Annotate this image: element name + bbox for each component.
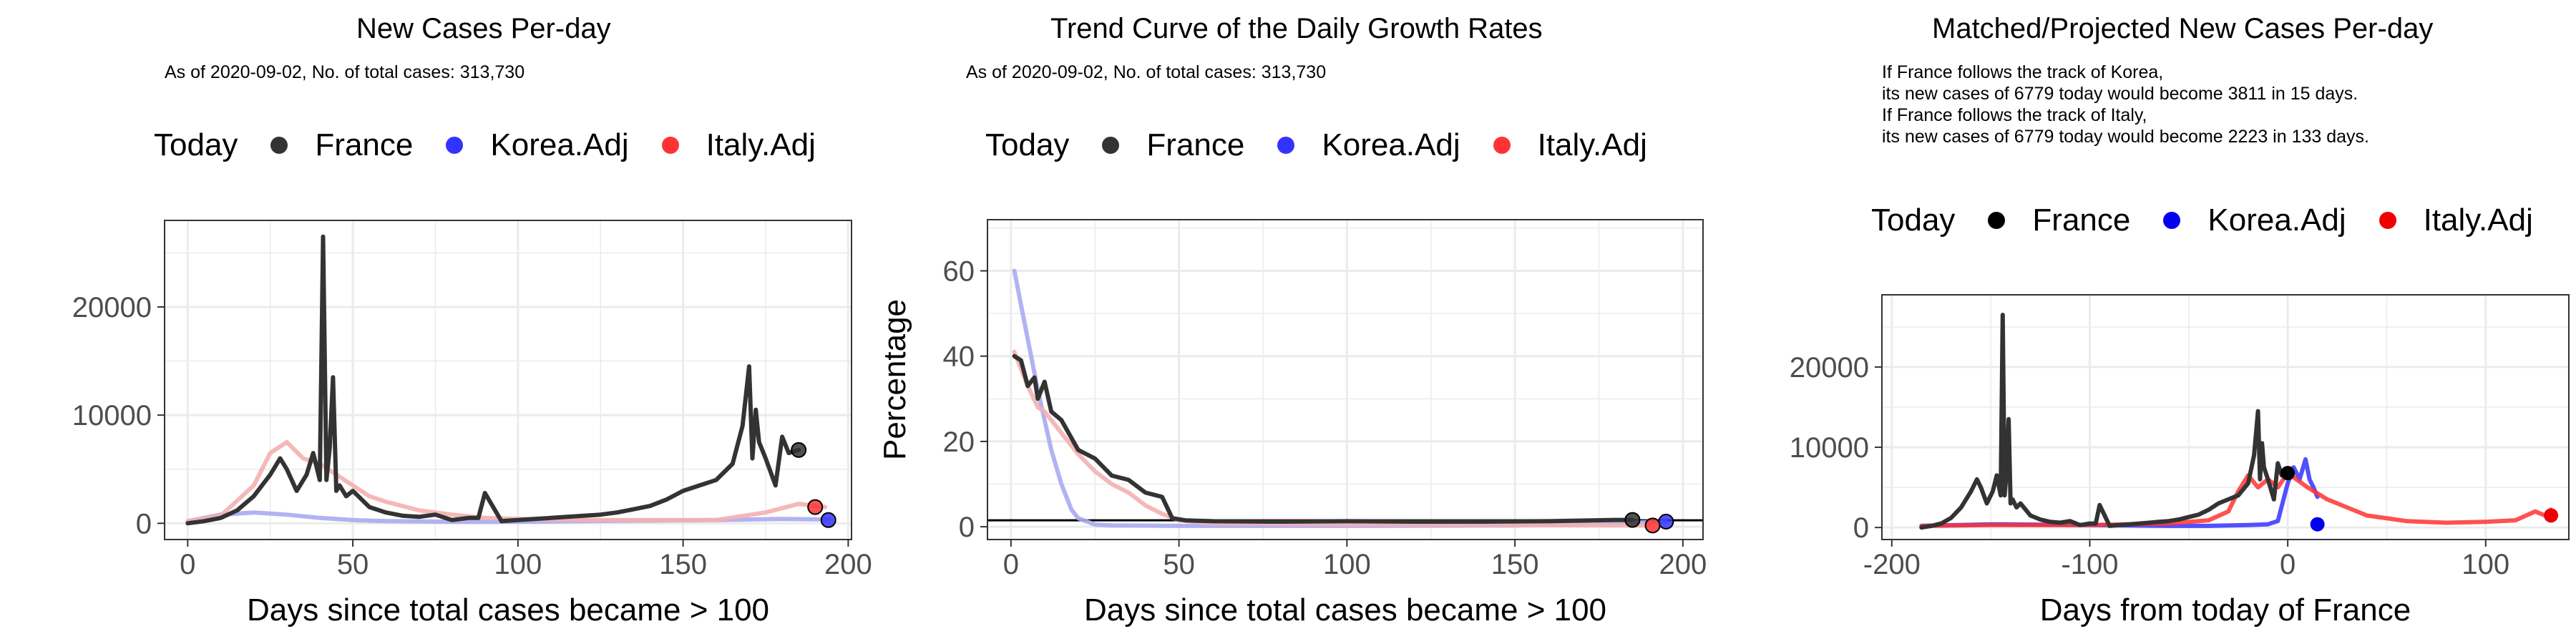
panel-title: New Cases Per-day xyxy=(356,13,611,44)
x-tick-label: 100 xyxy=(494,549,542,580)
legend-item-korea: Korea.Adj xyxy=(2163,203,2346,238)
legend-label: Korea.Adj xyxy=(2207,203,2346,238)
series-group xyxy=(185,234,831,526)
y-tick-label: 20000 xyxy=(72,292,152,323)
panel-note: its new cases of 6779 today would become… xyxy=(1882,127,2369,147)
chart-growth-rates: 0 50 100 150 200 0 20 40 60 Days since total case… xyxy=(877,219,1707,628)
x-axis-label: Days from today of France xyxy=(2040,592,2411,628)
legend: Today France Korea.Adj Italy.Adj xyxy=(985,127,1680,163)
plot-border xyxy=(987,219,1704,540)
series-line-italy xyxy=(1919,471,2554,528)
x-tick-label: 200 xyxy=(1659,549,1707,580)
legend-label: France xyxy=(2032,203,2131,238)
panel-note: As of 2020-09-02, No. of total cases: 31… xyxy=(966,62,1327,82)
legend-item-france: France xyxy=(270,127,413,163)
series-line-france xyxy=(1919,313,2290,530)
x-tick-label: 200 xyxy=(824,549,872,580)
legend-dot-korea xyxy=(446,137,464,154)
legend-label: Italy.Adj xyxy=(1537,127,1647,162)
legend-label: France xyxy=(315,127,414,162)
panel-growth-rates: Trend Curve of the Daily Growth Rates As… xyxy=(859,0,1717,644)
legend-dot-italy xyxy=(1493,137,1511,154)
legend-dot-france xyxy=(1988,212,2006,229)
legend-label: Italy.Adj xyxy=(706,127,816,162)
legend-dot-korea xyxy=(1277,137,1295,154)
panel-new-cases: New Cases Per-day As of 2020-09-02, No. … xyxy=(0,0,872,644)
x-tick-label: 0 xyxy=(2280,549,2296,580)
y-tick-label: 60 xyxy=(943,256,975,288)
x-tick-label: -100 xyxy=(2061,549,2118,580)
legend-dot-france xyxy=(270,137,288,154)
legend-dot-korea xyxy=(2163,212,2181,229)
legend-title: Today xyxy=(985,127,1070,162)
chart-projection: -200 -100 0 100 0 10000 20000 Days from today o… xyxy=(1790,294,2570,628)
today-point-korea xyxy=(820,512,836,528)
legend-item-italy: Italy.Adj xyxy=(661,127,816,163)
legend-item-korea: Korea.Adj xyxy=(446,127,629,163)
legend-item-france: France xyxy=(1988,203,2130,238)
plot-area xyxy=(987,220,1703,540)
legend-item-korea: Korea.Adj xyxy=(1277,127,1460,163)
y-tick-label: 10000 xyxy=(72,400,152,431)
series-line-italy xyxy=(185,439,828,524)
panel-note: its new cases of 6779 today would become… xyxy=(1882,84,2358,104)
y-tick-label: 0 xyxy=(1853,512,1869,544)
panel-note: If France follows the track of Italy, xyxy=(1882,105,2147,125)
legend: Today France Korea.Adj Italy.Adj xyxy=(1871,203,2566,238)
x-tick-label: 150 xyxy=(1491,549,1539,580)
legend-dot-italy xyxy=(2379,212,2396,229)
y-tick-label: 10000 xyxy=(1790,432,1869,464)
today-point-france xyxy=(1624,512,1641,528)
today-point-italy xyxy=(1644,517,1661,534)
y-tick-label: 0 xyxy=(136,508,152,540)
legend-item-italy: Italy.Adj xyxy=(1493,127,1647,163)
y-tick-label: 0 xyxy=(959,512,975,543)
today-point-italy xyxy=(807,499,824,515)
panel-title: Matched/Projected New Cases Per-day xyxy=(1932,13,2434,44)
legend-item-france: France xyxy=(1102,127,1244,163)
panel-note: As of 2020-09-02, No. of total cases: 31… xyxy=(165,62,525,82)
x-tick-label: 50 xyxy=(337,549,369,580)
x-tick-label: 0 xyxy=(1003,549,1019,580)
today-point-france xyxy=(2280,466,2296,481)
series-line-france xyxy=(1012,353,1635,524)
legend-title: Today xyxy=(1871,203,1956,238)
today-point-korea xyxy=(1658,513,1674,530)
panel-note: If France follows the track of Korea, xyxy=(1882,62,2164,82)
x-tick-label: 150 xyxy=(659,549,707,580)
x-tick-label: -200 xyxy=(1863,549,1921,580)
x-tick-label: 50 xyxy=(1163,549,1195,580)
y-tick-label: 20000 xyxy=(1790,352,1869,384)
y-tick-label: 20 xyxy=(943,426,975,458)
x-tick-label: 100 xyxy=(2462,549,2509,580)
series-line-france xyxy=(185,234,801,526)
legend-label: Korea.Adj xyxy=(490,127,629,162)
chart-new-cases: 0 50 100 150 200 0 10000 20000 Days since total … xyxy=(72,220,872,628)
series-group xyxy=(1012,268,1669,528)
x-tick-label: 100 xyxy=(1323,549,1371,580)
y-axis-label: Percentage xyxy=(877,299,912,460)
x-tick-label: 0 xyxy=(180,549,195,580)
legend-dot-italy xyxy=(661,137,679,154)
series-line-italy xyxy=(1012,349,1652,528)
plot-border xyxy=(164,220,852,540)
today-point-france xyxy=(791,441,807,458)
x-axis-label: Days since total cases became > 100 xyxy=(247,592,769,628)
legend: Today France Korea.Adj Italy.Adj xyxy=(154,127,849,163)
legend-label: Korea.Adj xyxy=(1322,127,1460,162)
legend-label: Italy.Adj xyxy=(2423,203,2533,238)
legend-item-italy: Italy.Adj xyxy=(2379,203,2533,238)
legend-label: France xyxy=(1146,127,1245,162)
panel-projection: Matched/Projected New Cases Per-day If F… xyxy=(1717,0,2576,644)
plot-border xyxy=(1881,294,2570,540)
plot-area xyxy=(165,220,852,540)
x-axis-label: Days since total cases became > 100 xyxy=(1084,592,1606,628)
today-point-italy xyxy=(2544,508,2559,523)
panel-title: Trend Curve of the Daily Growth Rates xyxy=(1050,13,1543,44)
y-tick-label: 40 xyxy=(943,341,975,373)
today-point-korea xyxy=(2310,517,2325,532)
legend-title: Today xyxy=(154,127,238,162)
legend-dot-france xyxy=(1102,137,1120,154)
series-group xyxy=(1919,313,2554,530)
